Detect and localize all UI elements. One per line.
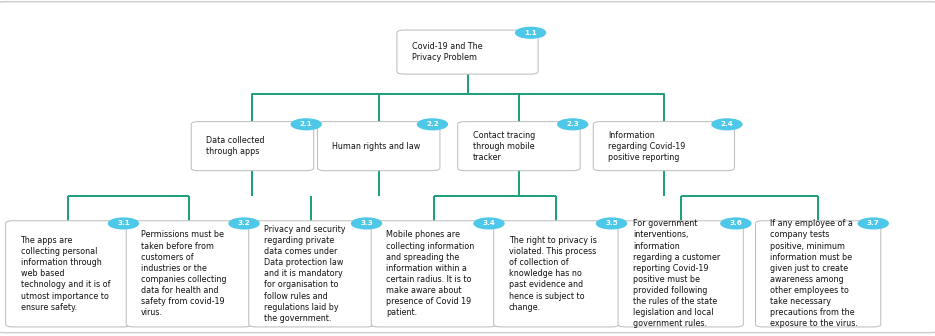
- Text: 2.1: 2.1: [300, 121, 312, 127]
- Text: Permissions must be
taken before from
customers of
industries or the
companies c: Permissions must be taken before from cu…: [141, 230, 226, 317]
- Circle shape: [721, 218, 751, 229]
- FancyBboxPatch shape: [458, 122, 580, 171]
- Text: 3.1: 3.1: [117, 220, 130, 226]
- FancyBboxPatch shape: [396, 30, 539, 74]
- Circle shape: [858, 218, 888, 229]
- Text: Mobile phones are
collecting information
and spreading the
information within a
: Mobile phones are collecting information…: [386, 230, 474, 317]
- Circle shape: [292, 119, 322, 130]
- Text: 3.3: 3.3: [360, 220, 373, 226]
- FancyBboxPatch shape: [371, 221, 496, 327]
- FancyBboxPatch shape: [494, 221, 619, 327]
- Text: 3.2: 3.2: [237, 220, 251, 226]
- Circle shape: [712, 119, 742, 130]
- FancyBboxPatch shape: [249, 221, 374, 327]
- Circle shape: [557, 119, 588, 130]
- Text: The right to privacy is
violated. This process
of collection of
knowledge has no: The right to privacy is violated. This p…: [509, 236, 597, 312]
- Text: 2.2: 2.2: [426, 121, 439, 127]
- FancyBboxPatch shape: [618, 221, 743, 327]
- Circle shape: [417, 119, 447, 130]
- Circle shape: [474, 218, 504, 229]
- Text: 3.5: 3.5: [605, 220, 618, 226]
- Circle shape: [597, 218, 626, 229]
- Circle shape: [108, 218, 138, 229]
- Text: Contact tracing
through mobile
tracker: Contact tracing through mobile tracker: [473, 131, 535, 162]
- Text: 3.4: 3.4: [482, 220, 496, 226]
- FancyBboxPatch shape: [755, 221, 881, 327]
- Text: 3.7: 3.7: [867, 220, 880, 226]
- Text: For government
interventions,
information
regarding a customer
reporting Covid-1: For government interventions, informatio…: [633, 219, 720, 328]
- Text: Human rights and law: Human rights and law: [333, 142, 421, 151]
- Text: The apps are
collecting personal
information through
web based
technology and it: The apps are collecting personal informa…: [21, 236, 110, 312]
- FancyBboxPatch shape: [593, 122, 735, 171]
- Text: If any employee of a
company tests
positive, minimum
information must be
given j: If any employee of a company tests posit…: [770, 219, 858, 328]
- FancyBboxPatch shape: [318, 122, 440, 171]
- FancyBboxPatch shape: [6, 221, 131, 327]
- Circle shape: [229, 218, 259, 229]
- Text: 3.6: 3.6: [729, 220, 742, 226]
- Text: 2.3: 2.3: [567, 121, 579, 127]
- FancyBboxPatch shape: [126, 221, 252, 327]
- Text: Privacy and security
regarding private
data comes under
Data protection law
and : Privacy and security regarding private d…: [264, 225, 345, 323]
- FancyBboxPatch shape: [192, 122, 314, 171]
- Text: Covid-19 and The
Privacy Problem: Covid-19 and The Privacy Problem: [411, 42, 482, 62]
- Text: Information
regarding Covid-19
positive reporting: Information regarding Covid-19 positive …: [608, 131, 685, 162]
- Text: Data collected
through apps: Data collected through apps: [207, 136, 265, 156]
- Circle shape: [352, 218, 381, 229]
- Text: 2.4: 2.4: [721, 121, 733, 127]
- Circle shape: [515, 28, 546, 38]
- Text: 1.1: 1.1: [525, 30, 537, 36]
